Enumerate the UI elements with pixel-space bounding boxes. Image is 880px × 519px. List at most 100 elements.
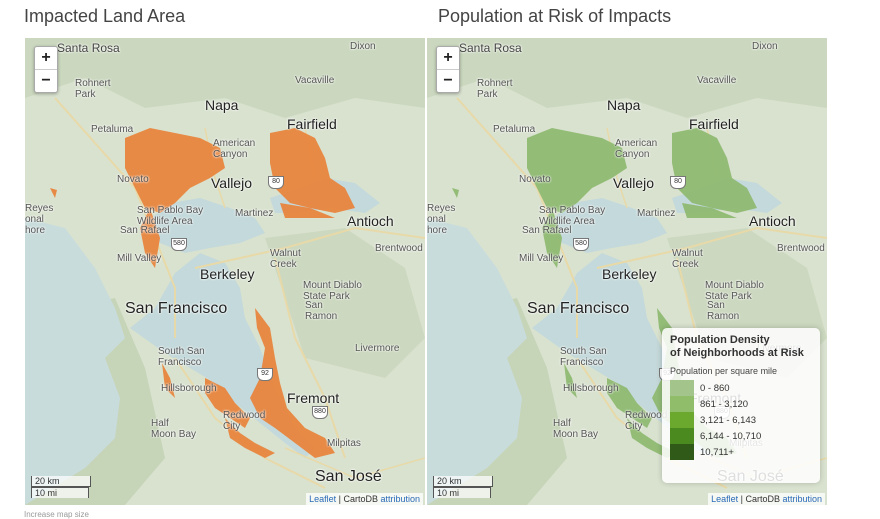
zoom-control: + − [34,46,58,93]
map-label-vacaville: Vacaville [697,75,737,86]
map-label-american-canyon: American Canyon [615,138,658,160]
map-impacted-land[interactable]: Santa Rosa Dixon Rohnert Park Vacaville Napa F… [25,38,425,505]
map-label-antioch: Antioch [347,213,394,229]
leaflet-link[interactable]: Leaflet [309,494,337,504]
map-label-point-reyes: Reyes onal hore [25,203,54,236]
map-label-hillsborough: Hillsborough [563,383,619,394]
map-label-south-sf: South San Francisco [560,346,607,368]
legend-label: 6,144 - 10,710 [700,430,762,442]
map-population-risk[interactable]: Santa Rosa Dixon Rohnert Park Vacaville Napa F… [427,38,827,505]
map-label-redwood-city: Redwood City [625,410,668,432]
map-label-martinez: Martinez [637,208,676,219]
map-attribution: Leaflet | CartoDB attribution [708,493,825,505]
attribution-separator: | CartoDB [336,494,381,504]
panel-title-impacted-land: Impacted Land Area [24,6,186,26]
highway-shield-i80: 80 [670,176,686,189]
map-label-mill-valley: Mill Valley [117,253,162,264]
map-label-mount-diablo: Mount Diablo State Park [303,280,362,302]
map-label-livermore: Livermore [355,343,400,354]
map-label-rohnert-park: Rohnert Park [75,78,111,100]
map-label-vallejo: Vallejo [613,175,654,191]
scale-mi: 10 mi [31,487,89,498]
map-label-martinez: Martinez [235,208,274,219]
legend-item: 861 - 3,120 [670,396,812,412]
scale-bar: 20 km 10 mi [433,476,493,498]
legend-label: 3,121 - 6,143 [700,414,756,426]
highway-shield-i880: 880 [312,406,328,419]
attribution-separator: | CartoDB [738,494,783,504]
legend-swatch [670,396,694,412]
map-label-mill-valley: Mill Valley [519,253,564,264]
legend-item: 3,121 - 6,143 [670,412,812,428]
legend-item: 10,711+ [670,444,812,460]
basemap [25,38,425,505]
map-label-fremont: Fremont [287,390,340,406]
map-label-hillsborough: Hillsborough [161,383,217,394]
legend-label: 0 - 860 [700,382,730,394]
map-label-american-canyon: American Canyon [213,138,256,160]
map-attribution: Leaflet | CartoDB attribution [306,493,423,505]
map-label-san-jose: San José [315,468,382,485]
map-label-petaluma: Petaluma [493,124,536,135]
map-label-brentwood: Brentwood [375,243,423,254]
map-label-redwood-city: Redwood City [223,410,266,432]
scale-mi: 10 mi [433,487,491,498]
zoom-in-button[interactable]: + [437,47,459,70]
zoom-control: + − [436,46,460,93]
attribution-link[interactable]: attribution [380,494,420,504]
legend-item: 6,144 - 10,710 [670,428,812,444]
map-label-san-pablo-bay: San Pablo Bay Wildlife Area [137,205,204,227]
map-label-rohnert-park: Rohnert Park [477,78,513,100]
panel-title-population-risk: Population at Risk of Impacts [438,6,672,26]
map-label-san-rafael: San Rafael [120,225,170,236]
map-label-fairfield: Fairfield [287,116,337,132]
map-label-half-moon-bay: Half Moon Bay [151,418,197,440]
map-label-petaluma: Petaluma [91,124,134,135]
map-label-walnut-creek: Walnut Creek [672,248,703,270]
legend-swatch [670,428,694,444]
legend-label: 10,711+ [700,446,734,458]
map-label-south-sf: South San Francisco [158,346,205,368]
map-label-san-rafael: San Rafael [522,225,572,236]
map-label-dixon: Dixon [752,41,778,52]
legend-swatch [670,380,694,396]
map-label-napa: Napa [205,97,239,113]
map-label-vacaville: Vacaville [295,75,335,86]
map-label-walnut-creek: Walnut Creek [270,248,301,270]
legend-item: 0 - 860 [670,380,812,396]
footnote: Increase map size [24,510,89,519]
map-label-half-moon-bay: Half Moon Bay [553,418,599,440]
map-label-berkeley: Berkeley [602,266,657,282]
impact-overlay [50,128,355,458]
zoom-in-button[interactable]: + [35,47,57,70]
highway-shield-i580: 580 [573,238,589,251]
highway-shield-i80: 80 [268,176,284,189]
scale-km: 20 km [31,476,91,487]
leaflet-link[interactable]: Leaflet [711,494,739,504]
map-label-brentwood: Brentwood [777,243,825,254]
map-label-vallejo: Vallejo [211,175,252,191]
map-label-antioch: Antioch [749,213,796,229]
legend-swatch [670,444,694,460]
population-density-legend: Population Density of Neighborhoods at Ri… [662,328,820,483]
scale-km: 20 km [433,476,493,487]
highway-shield-i92: 92 [257,368,273,381]
map-label-fairfield: Fairfield [689,116,739,132]
map-label-novato: Novato [117,174,149,185]
map-label-novato: Novato [519,174,551,185]
map-label-san-ramon: San Ramon [305,300,338,322]
zoom-out-button[interactable]: − [41,72,51,89]
highway-shield-i580: 580 [171,238,187,251]
map-label-dixon: Dixon [350,41,376,52]
map-label-mount-diablo: Mount Diablo State Park [705,280,764,302]
map-label-san-pablo-bay: San Pablo Bay Wildlife Area [539,205,606,227]
attribution-link[interactable]: attribution [782,494,822,504]
map-label-berkeley: Berkeley [200,266,255,282]
map-label-santa-rosa: Santa Rosa [57,41,120,55]
legend-title: Population Density of Neighborhoods at Ri… [670,334,804,359]
zoom-out-button[interactable]: − [443,72,453,89]
map-label-point-reyes: Reyes onal hore [427,203,456,236]
legend-subtitle: Population per square mile [670,366,778,376]
map-label-san-francisco: San Francisco [527,300,630,317]
map-label-san-francisco: San Francisco [125,300,228,317]
